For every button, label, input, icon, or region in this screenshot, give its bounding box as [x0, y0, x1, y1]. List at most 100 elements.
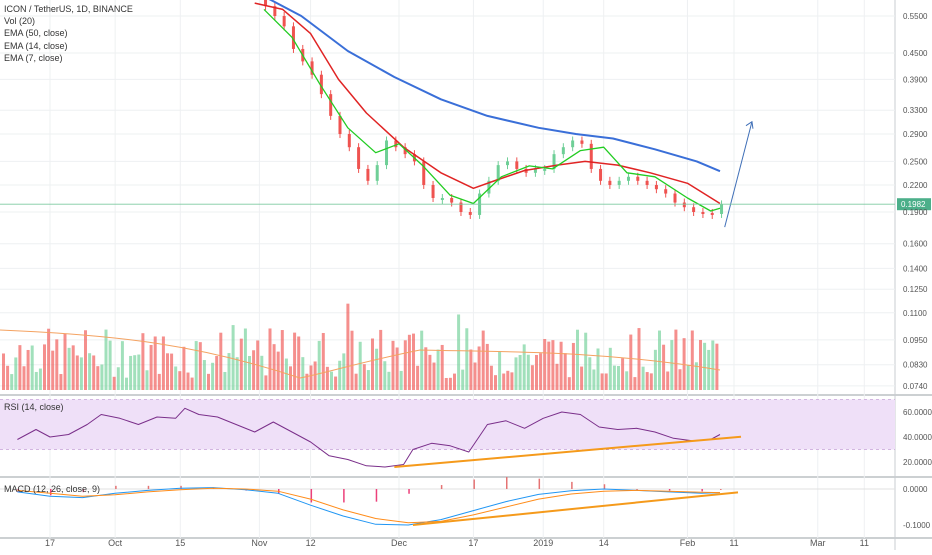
candle-body — [599, 168, 603, 181]
volume-bar — [125, 377, 128, 390]
candle-body — [385, 140, 389, 166]
price-tick-label: 0.1250 — [903, 285, 928, 294]
volume-bar — [79, 357, 83, 390]
time-tick-label: Dec — [391, 538, 408, 548]
volume-bar — [399, 370, 403, 390]
volume-bar — [153, 336, 157, 390]
macd-histogram-bar — [50, 489, 52, 496]
ema50-line — [268, 0, 721, 173]
volume-bar — [133, 355, 137, 390]
macd-histogram-bar — [115, 485, 117, 489]
volume-bar — [391, 340, 395, 390]
candle-body — [468, 212, 472, 215]
volume-bar — [629, 334, 633, 390]
volume-bar — [625, 371, 629, 390]
candle-body — [561, 147, 565, 155]
volume-bar — [51, 350, 55, 390]
candle-body — [282, 16, 286, 27]
candle-body — [264, 0, 268, 7]
volume-bar — [284, 358, 288, 390]
macd-label: MACD (12, 26, close, 9) — [4, 484, 101, 494]
candle-body — [571, 140, 575, 148]
candle-body — [310, 61, 314, 75]
candle-body — [347, 134, 351, 148]
volume-bar — [198, 342, 202, 390]
volume-bar — [84, 330, 87, 390]
volume-bar — [334, 376, 338, 390]
volume-bar — [481, 330, 485, 390]
price-tick-label: 0.1100 — [903, 309, 927, 318]
price-tick-label: 0.1400 — [903, 264, 928, 273]
candle-body — [626, 176, 630, 181]
legend-ema14: EMA (14, close) — [4, 40, 68, 51]
volume-bar — [59, 374, 63, 390]
candle-body — [273, 6, 277, 17]
time-tick-label: 17 — [45, 538, 55, 548]
volume-bar — [309, 365, 313, 390]
annot-layer: 0.1982 — [0, 120, 931, 526]
candle-body — [589, 143, 593, 169]
volume-bar — [6, 365, 10, 390]
volume-bar — [96, 366, 100, 390]
legend-ema7: EMA (7, close) — [4, 52, 63, 63]
candle-body — [459, 202, 463, 212]
volume-bar — [338, 360, 342, 390]
time-tick-label: 14 — [599, 538, 609, 548]
volume-bar — [223, 371, 227, 390]
candle-body — [720, 204, 724, 214]
price-tick-label: 0.3300 — [903, 106, 928, 115]
volume-bar — [621, 358, 625, 390]
volume-bar — [506, 370, 510, 390]
volume-bar — [432, 362, 436, 390]
volume-bar — [465, 328, 469, 390]
price-tick-label: 0.0830 — [903, 361, 928, 370]
volume-bar — [231, 325, 235, 390]
volume-ma-line — [0, 329, 721, 379]
candle-body — [338, 115, 342, 135]
volume-bar — [235, 357, 239, 390]
macd-histogram-bar — [720, 489, 722, 490]
candle-body — [403, 147, 407, 155]
volume-bar — [2, 353, 5, 390]
volume-bar — [18, 345, 22, 390]
volume-bar — [588, 357, 592, 390]
price-tick-label: 0.3900 — [903, 75, 928, 84]
chart-legend: ICON / TetherUS, 1D, BINANCE Vol (20) EM… — [4, 3, 133, 64]
volume-bar — [658, 330, 661, 390]
volume-bar — [567, 377, 571, 390]
rsi-band — [0, 399, 895, 450]
rsi-trendline — [394, 435, 742, 468]
candle-body — [664, 189, 668, 194]
volume-bar — [34, 371, 38, 390]
volume-bar — [157, 373, 161, 390]
volume-bar — [268, 328, 272, 390]
volume-bar — [617, 365, 620, 390]
last-price-label: 0.1982 — [901, 200, 926, 209]
volume-bar — [100, 364, 104, 390]
volume-bar — [711, 340, 715, 390]
macd-histogram-bar — [571, 481, 573, 489]
volume-bar — [707, 349, 711, 390]
macd-trendline — [412, 491, 739, 526]
volume-bar — [129, 355, 133, 390]
volume-bar — [383, 361, 387, 390]
volume-bar — [662, 344, 666, 390]
volume-bar — [653, 349, 657, 390]
candle-body — [608, 180, 612, 185]
price-tick-label: 0.0740 — [903, 382, 928, 391]
volume-bar — [674, 329, 678, 390]
volume-bar — [715, 343, 719, 390]
volume-bar — [174, 366, 178, 390]
candle-body — [319, 74, 323, 95]
volume-bar — [489, 365, 493, 390]
volume-bar — [120, 341, 124, 390]
volume-bar — [30, 345, 34, 390]
volume-bar — [473, 362, 477, 390]
volume-bar — [670, 340, 674, 390]
volume-bar — [412, 333, 415, 390]
volume-bar — [202, 360, 206, 390]
volume-bar — [260, 355, 264, 390]
macd-histogram-bar — [473, 479, 475, 489]
time-tick-label: 17 — [468, 538, 478, 548]
macd-histogram-bar — [147, 485, 150, 489]
